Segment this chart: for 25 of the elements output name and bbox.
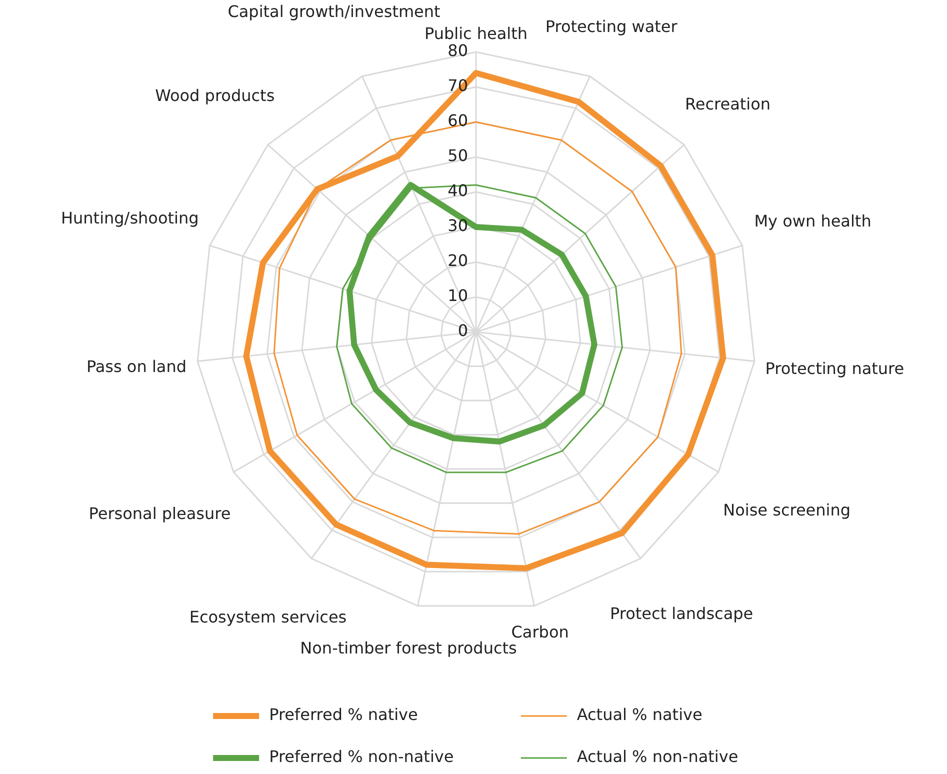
spoke-label: Pass on land [86, 356, 187, 376]
legend-label: Actual % native [576, 705, 702, 724]
legend-label: Actual % non-native [576, 747, 738, 766]
y-tick-label: 30 [448, 216, 468, 236]
y-tick-label: 0 [458, 321, 468, 340]
spoke-label: Protecting water [545, 17, 678, 36]
spoke-label: Ecosystem services [189, 607, 347, 626]
spoke-label: Public health [424, 24, 528, 44]
spoke-label: Personal pleasure [88, 504, 231, 523]
y-tick-label: 60 [448, 111, 468, 130]
y-tick-label: 20 [448, 251, 468, 270]
spoke-label: My own health [754, 212, 872, 231]
y-tick-label: 40 [448, 181, 468, 200]
spoke-label: Protecting nature [765, 358, 904, 378]
legend-label: Preferred % native [269, 705, 418, 724]
y-tick-label: 50 [448, 146, 468, 166]
y-tick-label: 80 [448, 41, 468, 60]
spoke-label: Recreation [684, 94, 771, 114]
legend-label: Preferred % non-native [269, 747, 454, 766]
spoke-label: Protect landscape [610, 604, 754, 624]
y-tick-label: 10 [448, 286, 468, 306]
spoke-label: Capital growth/investment [228, 2, 440, 22]
spoke-label: Wood products [155, 86, 275, 106]
spoke-label: Hunting/shooting [60, 208, 199, 228]
spoke-label: Noise screening [723, 500, 851, 520]
